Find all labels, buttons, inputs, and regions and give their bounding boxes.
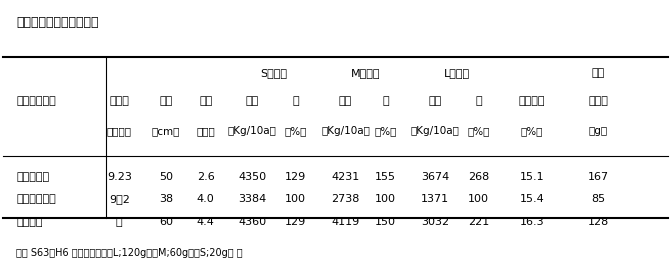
Text: 9.23: 9.23 [107, 172, 132, 182]
Text: 60: 60 [159, 217, 173, 227]
Text: 4119: 4119 [331, 217, 360, 227]
Text: （%）: （%） [468, 126, 490, 136]
Text: 4231: 4231 [331, 172, 360, 182]
Text: 茎長: 茎長 [159, 96, 172, 106]
Text: 比: 比 [293, 96, 299, 106]
Text: （Kg/10a）: （Kg/10a） [228, 126, 276, 136]
Text: 100: 100 [468, 194, 489, 205]
Text: 茎数: 茎数 [199, 96, 212, 106]
Text: 4360: 4360 [238, 217, 266, 227]
Text: 4350: 4350 [238, 172, 266, 182]
Text: 167: 167 [588, 172, 609, 182]
Text: L＊以上: L＊以上 [444, 68, 470, 78]
Text: （月日）: （月日） [107, 126, 132, 136]
Text: 収量: 収量 [246, 96, 259, 106]
Text: 品種・系統名: 品種・系統名 [16, 96, 56, 106]
Text: 15.4: 15.4 [519, 194, 544, 205]
Text: 4.0: 4.0 [197, 194, 215, 205]
Text: 収量: 収量 [429, 96, 442, 106]
Text: S＊以上: S＊以上 [260, 68, 287, 78]
Text: 3674: 3674 [421, 172, 450, 182]
Text: でん粉価: でん粉価 [519, 96, 545, 106]
Text: 268: 268 [468, 172, 489, 182]
Text: 221: 221 [468, 217, 489, 227]
Text: 北海７４号: 北海７４号 [16, 172, 49, 182]
Text: （%）: （%） [374, 126, 397, 136]
Text: １個重: １個重 [588, 96, 609, 106]
Text: 15.1: 15.1 [519, 172, 544, 182]
Text: 4.4: 4.4 [197, 217, 215, 227]
Text: 100: 100 [375, 194, 396, 205]
Text: 比: 比 [475, 96, 482, 106]
Text: 128: 128 [588, 217, 609, 227]
Text: （g）: （g） [588, 126, 608, 136]
Text: 表２．収量調査試験成績: 表２．収量調査試験成績 [16, 16, 99, 29]
Text: 3384: 3384 [238, 194, 266, 205]
Text: （Kg/10a）: （Kg/10a） [321, 126, 370, 136]
Text: 150: 150 [375, 217, 396, 227]
Text: 収量: 収量 [339, 96, 352, 106]
Text: 2.6: 2.6 [197, 172, 215, 182]
Text: （%）: （%） [285, 126, 307, 136]
Text: 枯凋期: 枯凋期 [109, 96, 130, 106]
Text: 100: 100 [285, 194, 306, 205]
Text: 129: 129 [285, 172, 306, 182]
Text: 3032: 3032 [421, 217, 450, 227]
Text: （cm）: （cm） [152, 126, 180, 136]
Text: M＊以上: M＊以上 [351, 68, 380, 78]
Text: 155: 155 [375, 172, 396, 182]
Text: 2738: 2738 [331, 194, 360, 205]
Text: （本）: （本） [197, 126, 215, 136]
Text: 注） S63〜H6 の平均値，＊：L;120g－、M;60g－、S;20g－ 。: 注） S63〜H6 の平均値，＊：L;120g－、M;60g－、S;20g－ 。 [16, 248, 243, 258]
Text: 129: 129 [285, 217, 306, 227]
Text: （Kg/10a）: （Kg/10a） [411, 126, 460, 136]
Text: 50: 50 [159, 172, 173, 182]
Text: 比: 比 [382, 96, 389, 106]
Text: 末: 末 [116, 217, 123, 227]
Text: 農林１号: 農林１号 [16, 217, 42, 227]
Text: 平均: 平均 [592, 68, 605, 78]
Text: 85: 85 [591, 194, 605, 205]
Text: （%）: （%） [521, 126, 543, 136]
Text: 16.3: 16.3 [519, 217, 544, 227]
Text: 男しゃくいも: 男しゃくいも [16, 194, 56, 205]
Text: 1371: 1371 [421, 194, 450, 205]
Text: 9．2: 9．2 [109, 194, 130, 205]
Text: 38: 38 [159, 194, 173, 205]
